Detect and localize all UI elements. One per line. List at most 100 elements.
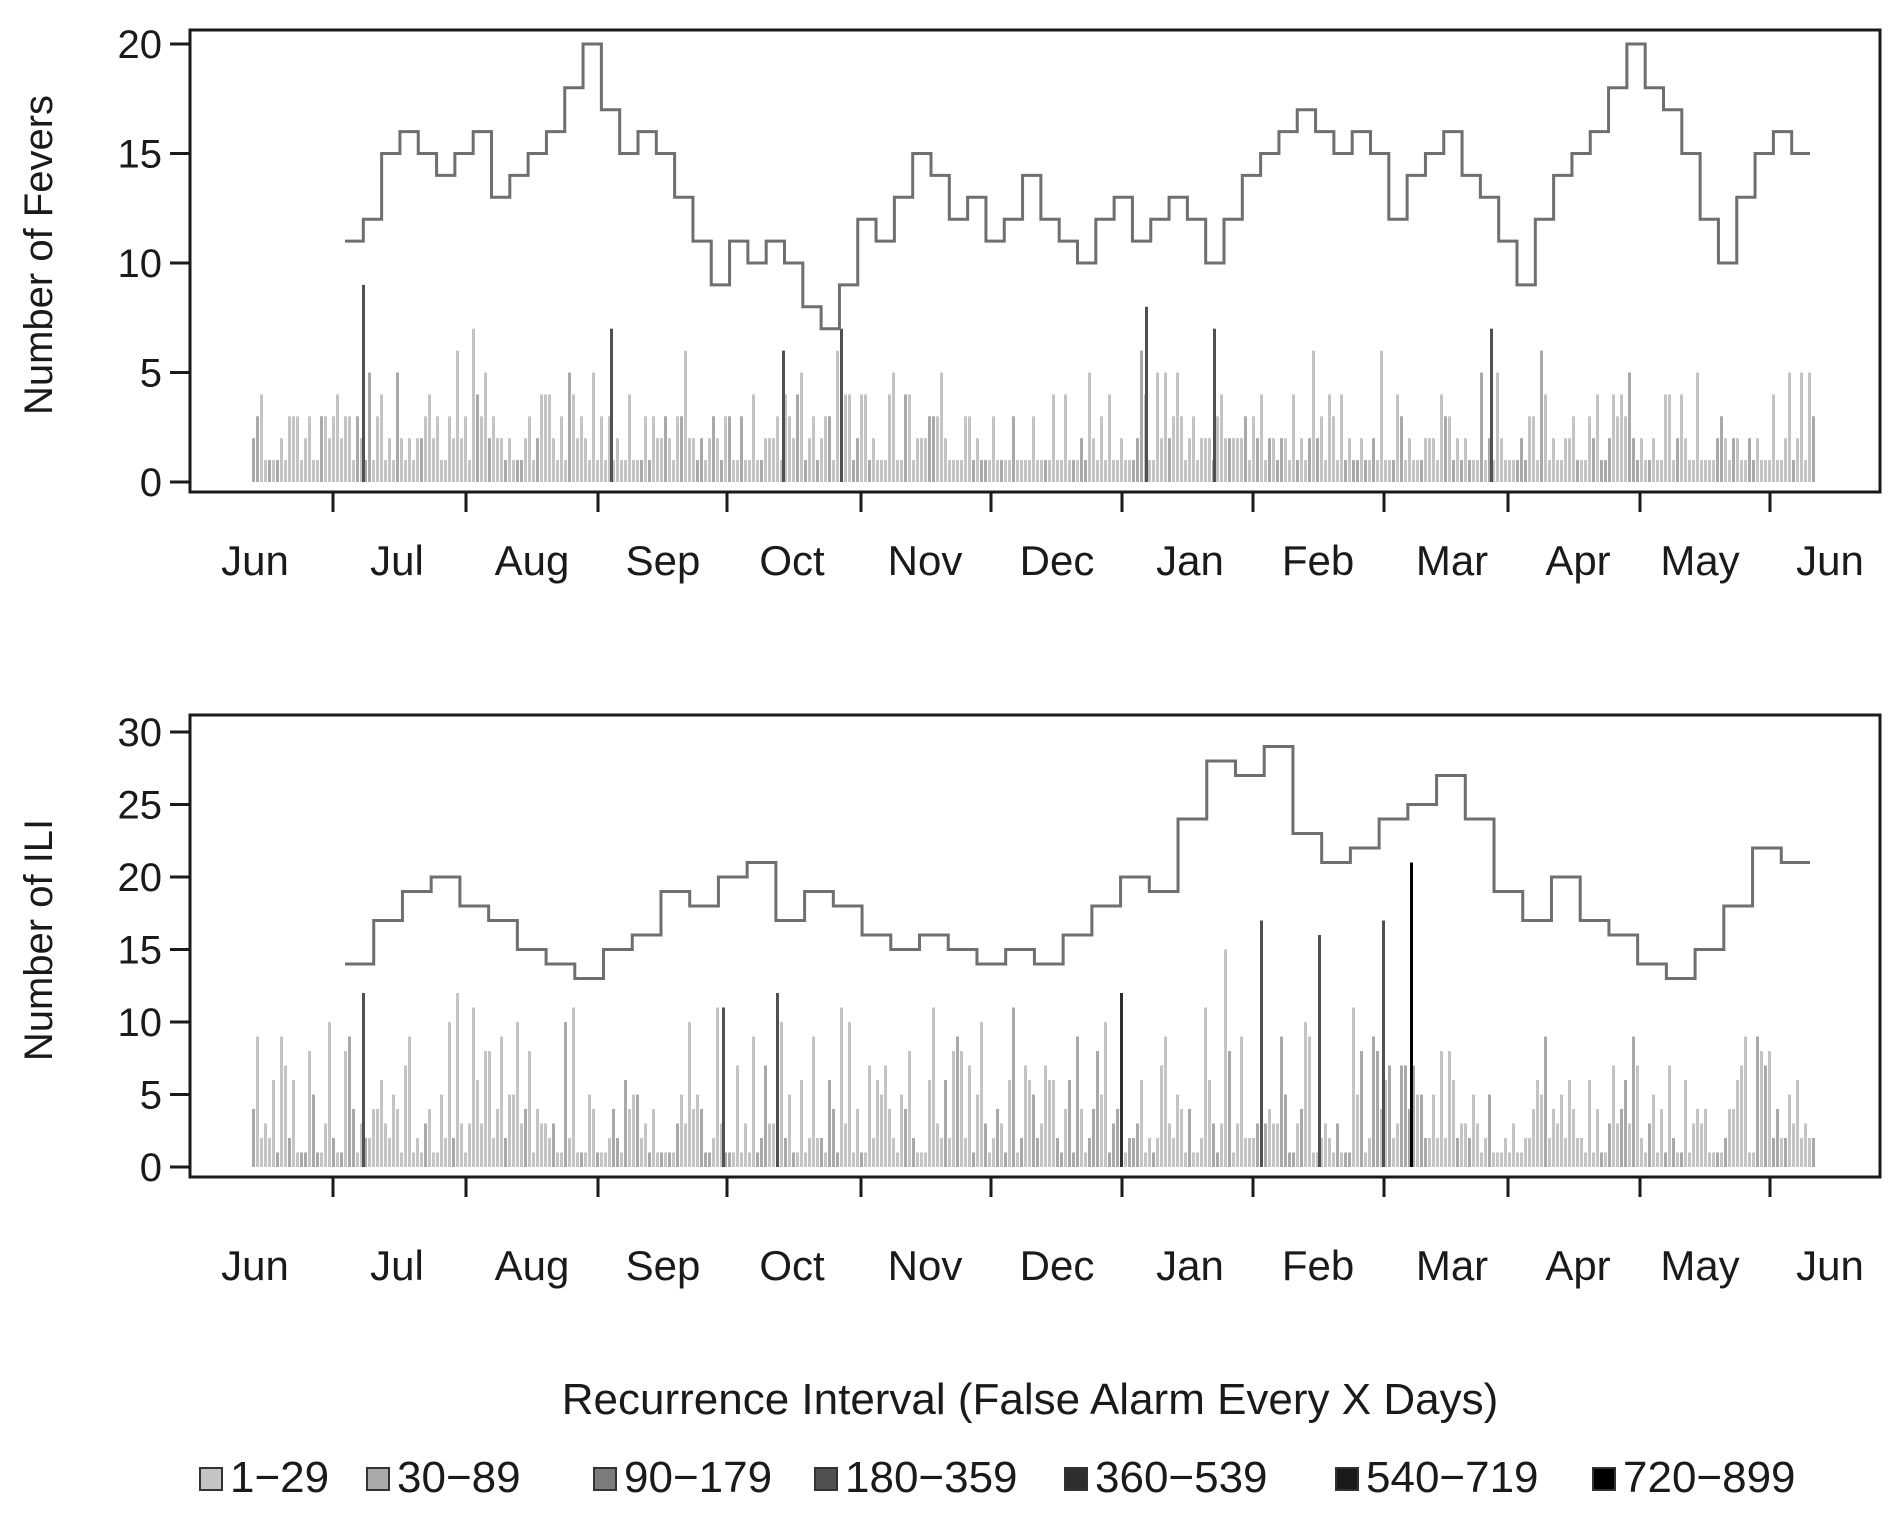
count-bar xyxy=(1464,1123,1467,1167)
count-bar xyxy=(656,438,659,482)
count-bar xyxy=(1508,1152,1511,1167)
count-bar xyxy=(428,394,431,482)
count-bar xyxy=(1268,1109,1271,1167)
count-bar xyxy=(1580,1138,1583,1167)
count-bar xyxy=(816,1138,819,1167)
count-bar xyxy=(696,460,699,482)
count-bar xyxy=(712,1138,715,1167)
count-bar xyxy=(1052,1080,1055,1167)
ili-y-axis: 0 5 10 15 20 25 30 xyxy=(118,711,190,1190)
y-tick-label: 10 xyxy=(118,1001,163,1045)
count-bar xyxy=(1004,1152,1007,1167)
count-bar xyxy=(1352,1007,1355,1167)
count-bar xyxy=(912,460,915,482)
count-bar xyxy=(944,438,947,482)
count-bar xyxy=(384,460,387,482)
count-bar xyxy=(400,438,403,482)
ili-x-axis: Jun Jul Aug Sep Oct Nov Dec Jan Feb Mar Apr May Jun xyxy=(221,1177,1864,1289)
count-bar xyxy=(1456,1138,1459,1167)
count-bar xyxy=(908,1051,911,1167)
count-bar xyxy=(1056,460,1059,482)
count-bar xyxy=(424,416,427,482)
count-bar xyxy=(920,438,923,482)
count-bar xyxy=(736,1065,739,1167)
count-bar xyxy=(764,438,767,482)
count-bar xyxy=(1244,416,1247,482)
count-bar xyxy=(724,416,727,482)
count-bar xyxy=(956,1036,959,1167)
count-bar xyxy=(708,1152,711,1167)
count-bar xyxy=(1208,1080,1211,1167)
count-bar xyxy=(872,1138,875,1167)
count-bar xyxy=(876,460,879,482)
count-bar xyxy=(1812,1138,1815,1167)
count-bar xyxy=(1132,460,1135,482)
count-bar xyxy=(636,460,639,482)
count-bar xyxy=(1456,438,1459,482)
count-bar xyxy=(1292,394,1295,482)
count-bar xyxy=(580,416,583,482)
count-bar xyxy=(1720,1152,1723,1167)
count-bar xyxy=(1344,460,1347,482)
count-bar xyxy=(576,1152,579,1167)
count-bar xyxy=(1752,1152,1755,1167)
count-bar xyxy=(784,1138,787,1167)
count-bar xyxy=(1668,1065,1671,1167)
count-bar xyxy=(1412,1065,1415,1167)
count-bar xyxy=(1300,438,1303,482)
count-bar xyxy=(1308,438,1311,482)
y-tick-label: 5 xyxy=(140,352,162,396)
count-bar xyxy=(1284,1094,1287,1167)
count-bar xyxy=(1372,1036,1375,1167)
fevers-step-line xyxy=(345,42,1810,331)
count-bar xyxy=(1760,460,1763,482)
count-bar xyxy=(464,416,467,482)
count-bar xyxy=(792,438,795,482)
count-bar xyxy=(392,460,395,482)
count-bar xyxy=(1612,394,1615,482)
count-bar xyxy=(324,1123,327,1167)
count-bar xyxy=(1044,460,1047,482)
count-bar xyxy=(1028,1080,1031,1167)
count-bar xyxy=(572,1007,575,1167)
count-bar xyxy=(744,1123,747,1167)
count-bar xyxy=(1276,1123,1279,1167)
alert-bar xyxy=(610,328,613,482)
count-bar xyxy=(1516,460,1519,482)
count-bar xyxy=(928,1080,931,1167)
count-bar xyxy=(572,394,575,482)
count-bar xyxy=(372,1109,375,1167)
count-bar xyxy=(1452,460,1455,482)
count-bar xyxy=(788,1094,791,1167)
y-tick-label: 15 xyxy=(118,929,163,973)
count-bar xyxy=(968,1065,971,1167)
count-bar xyxy=(1120,438,1123,482)
count-bar xyxy=(1476,1123,1479,1167)
count-bar xyxy=(1168,438,1171,482)
count-bar xyxy=(1104,1022,1107,1167)
count-bar xyxy=(868,1065,871,1167)
count-bar xyxy=(1112,1123,1115,1167)
x-tick-label: Apr xyxy=(1545,537,1610,584)
count-bar xyxy=(340,1152,343,1167)
count-bar xyxy=(1716,438,1719,482)
count-bar xyxy=(620,1152,623,1167)
count-bar xyxy=(1316,1152,1319,1167)
count-bar xyxy=(680,416,683,482)
x-tick-label: Jan xyxy=(1156,537,1224,584)
x-tick-label: Jun xyxy=(1796,537,1864,584)
count-bar xyxy=(1268,438,1271,482)
count-bar xyxy=(276,460,279,482)
alert-bar xyxy=(782,350,785,482)
count-bar xyxy=(1228,438,1231,482)
count-bar xyxy=(1288,1152,1291,1167)
count-bar xyxy=(500,1036,503,1167)
count-bar xyxy=(1444,416,1447,482)
count-bar xyxy=(488,438,491,482)
count-bar xyxy=(820,1138,823,1167)
count-bar xyxy=(1256,1123,1259,1167)
count-bar xyxy=(1440,394,1443,482)
count-bar xyxy=(1576,1138,1579,1167)
count-bar xyxy=(1408,438,1411,482)
